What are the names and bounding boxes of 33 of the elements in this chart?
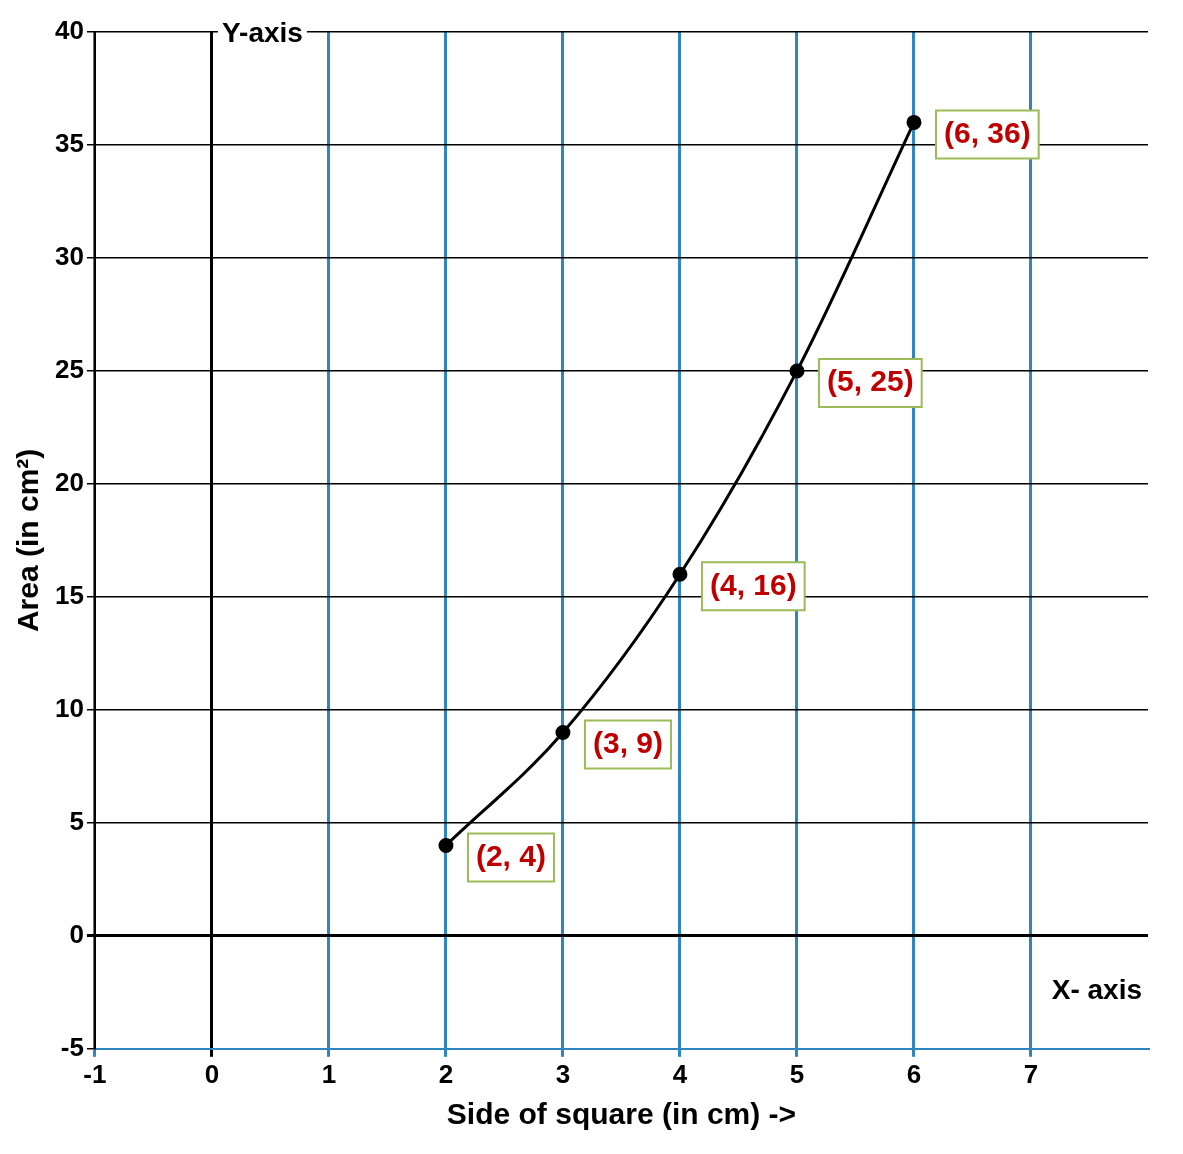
y-axis-title: Area (in cm²) bbox=[11, 448, 45, 633]
x-axis-title: Side of square (in cm) -> bbox=[446, 1097, 797, 1131]
x-tick-label: 0 bbox=[204, 1058, 220, 1089]
annotation: Y-axis bbox=[221, 16, 303, 48]
y-tick-label: 5 bbox=[69, 806, 84, 837]
x-tick-label: 3 bbox=[555, 1058, 571, 1089]
x-tick-label: 7 bbox=[1023, 1058, 1039, 1089]
point bbox=[906, 114, 922, 130]
point bbox=[555, 724, 571, 740]
y-tick-label: 30 bbox=[55, 241, 84, 272]
y-tick-label: 15 bbox=[55, 580, 84, 611]
y-tick-label: 20 bbox=[55, 467, 84, 498]
y-tick-label: 35 bbox=[55, 128, 84, 159]
y-tick-label: 40 bbox=[55, 15, 84, 46]
point bbox=[789, 363, 805, 379]
x-tick-label: 6 bbox=[906, 1058, 922, 1089]
x-tick-label: -1 bbox=[83, 1058, 107, 1089]
point bbox=[438, 837, 454, 853]
y-tick-label: 0 bbox=[69, 918, 84, 949]
data-label: (4, 16) bbox=[709, 567, 797, 601]
data-label: (6, 36) bbox=[943, 115, 1031, 149]
data-label: (2, 4) bbox=[475, 838, 546, 872]
x-tick-label: 5 bbox=[789, 1058, 805, 1089]
x-tick-label: 1 bbox=[321, 1058, 337, 1089]
point bbox=[672, 566, 688, 582]
x-tick-label: 2 bbox=[438, 1058, 454, 1089]
x-tick-label: 4 bbox=[672, 1058, 688, 1089]
data-label: (3, 9) bbox=[592, 725, 663, 759]
y-tick-label: 10 bbox=[55, 693, 84, 724]
data-label: (5, 25) bbox=[826, 364, 914, 398]
y-tick-label: -5 bbox=[60, 1031, 84, 1062]
y-tick-label: 25 bbox=[55, 354, 84, 385]
annotation: X- axis bbox=[1051, 973, 1143, 1005]
